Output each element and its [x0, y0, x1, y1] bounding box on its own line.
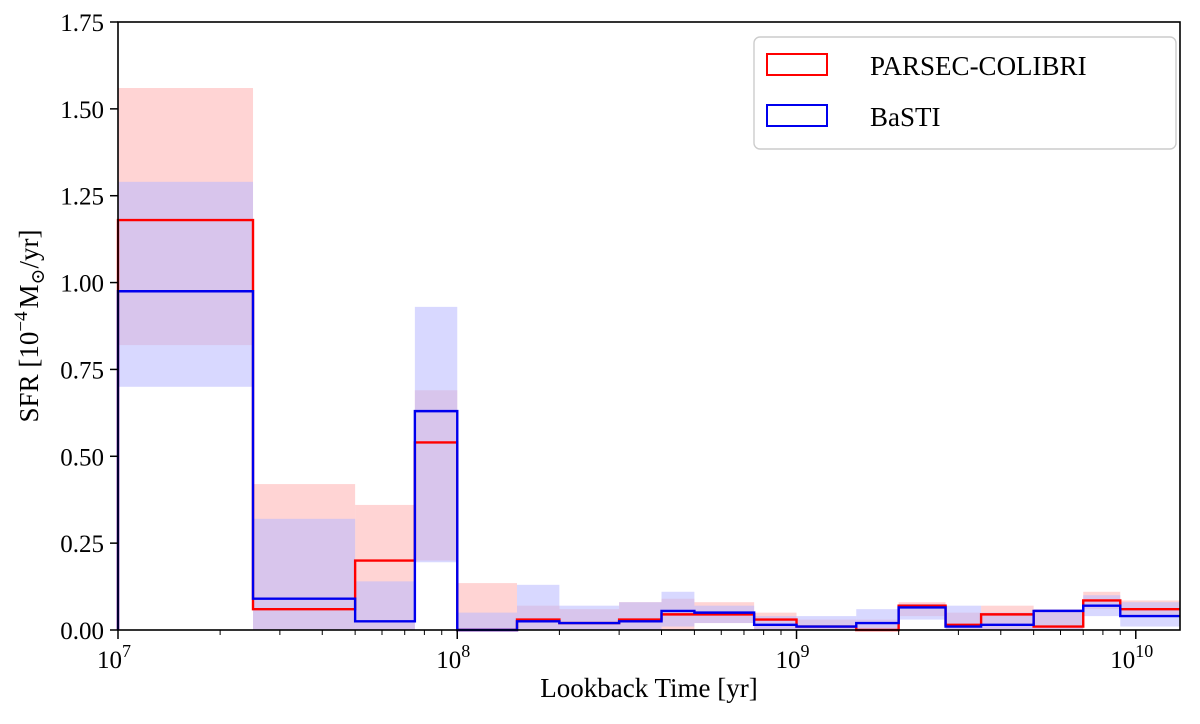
band-basti-12 [856, 609, 899, 630]
x-axis: 107 108 109 1010 [97, 630, 1153, 674]
band-basti-1 [253, 518, 356, 630]
x-tick-label-3: 1010 [1110, 641, 1153, 674]
legend-label-basti: BaSTI [870, 102, 941, 132]
legend-box [753, 36, 1177, 150]
series-steps [116, 218, 1180, 632]
y-tick-label-4: 1.00 [60, 271, 104, 298]
y-tick-label-7: 1.75 [60, 10, 104, 37]
plot-frame [117, 21, 1181, 631]
band-basti-10 [754, 616, 797, 630]
legend-label-parsec-colibri: PARSEC-COLIBRI [870, 51, 1087, 81]
step-line-basti [116, 290, 1180, 632]
x-tick-label-0: 107 [97, 641, 131, 674]
y-tick-label-5: 1.25 [60, 184, 104, 211]
y-tick-label-3: 0.75 [60, 357, 104, 384]
y-axis-label-sun-symbol: ⊙ [28, 269, 49, 285]
band-basti-5 [517, 584, 560, 630]
y-axis-label-prefix: SFR [10 [14, 332, 44, 423]
band-basti-4 [457, 612, 518, 630]
band-basti-0 [118, 181, 254, 387]
y-axis-label-exponent: −4 [11, 311, 32, 332]
legend-swatch-parsec-colibri [766, 53, 828, 76]
y-tick-label-6: 1.50 [60, 97, 104, 124]
y-axis-label-suffix: /yr] [14, 230, 44, 269]
band-basti-16 [1033, 609, 1084, 630]
band-basti-11 [796, 616, 857, 630]
legend-swatch-basti [766, 104, 828, 127]
band-basti-3 [414, 306, 458, 563]
y-tick-label-0: 0.00 [60, 618, 104, 645]
y-tick-label-2: 0.50 [60, 444, 104, 471]
band-basti-8 [661, 591, 695, 627]
x-tick-label-1: 108 [436, 641, 470, 674]
legend: PARSEC-COLIBRI BaSTI [753, 36, 1177, 150]
y-tick-label-1: 0.25 [60, 531, 104, 558]
band-basti-18 [1120, 602, 1180, 627]
y-axis-label-mass: M [14, 284, 44, 308]
band-basti-7 [619, 602, 662, 630]
band-basti-2 [355, 581, 415, 630]
x-tick-label-2: 109 [776, 641, 810, 674]
y-axis-label: SFR [10−4 M⊙/yr] [11, 230, 49, 423]
y-axis: 0.00 0.25 0.50 0.75 1.00 1.25 1.50 1.75 [60, 10, 118, 645]
band-basti-6 [559, 605, 620, 630]
x-axis-label: Lookback Time [yr] [540, 673, 757, 703]
